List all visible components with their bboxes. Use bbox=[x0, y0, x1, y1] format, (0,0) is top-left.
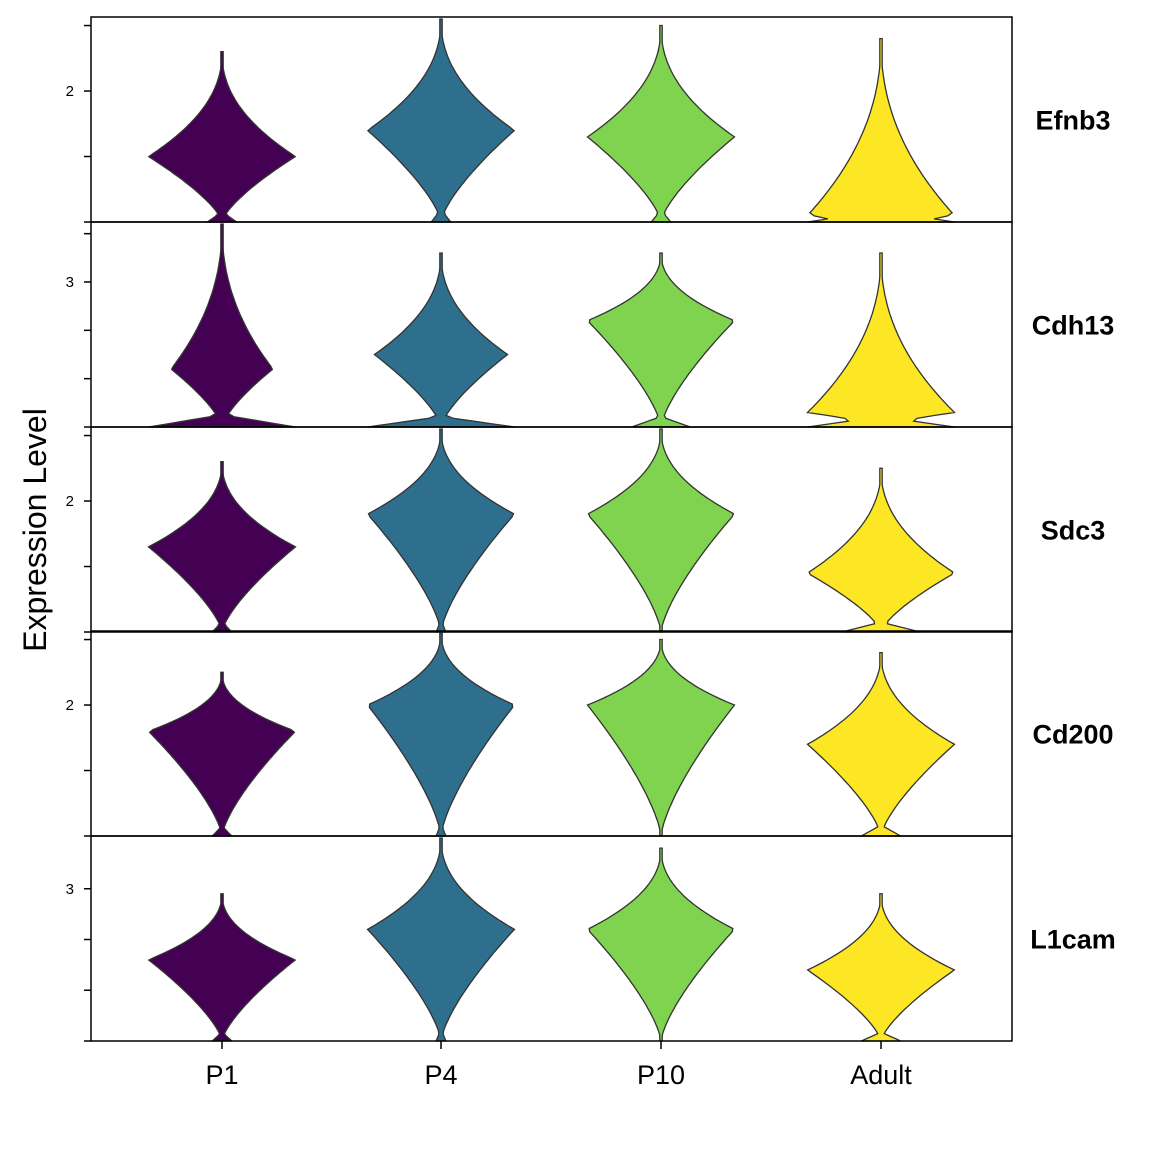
violin-cdh13-p4 bbox=[367, 252, 515, 428]
violin-sdc3-p10 bbox=[587, 428, 735, 633]
gene-label-cdh13: Cdh13 bbox=[1032, 311, 1115, 341]
violin-cdh13-p1 bbox=[148, 223, 296, 428]
violin-efnb3-p10 bbox=[586, 24, 736, 223]
violin-efnb3-p4 bbox=[366, 18, 516, 223]
violin-cd200-p1 bbox=[148, 671, 296, 837]
panel-sdc3: 2 Sdc3 bbox=[66, 426, 1106, 633]
panel-frame bbox=[90, 426, 1013, 633]
gene-label-cd200: Cd200 bbox=[1032, 720, 1113, 750]
gene-label-efnb3: Efnb3 bbox=[1035, 106, 1110, 136]
panel-l1cam: 3 L1cam bbox=[66, 835, 1116, 1042]
y-tick-label: 2 bbox=[66, 83, 74, 100]
panels-layer: 2 Efnb3 3 Cdh13 2 Sdc3 2 Cd200 3 L1cam bbox=[66, 16, 1116, 1042]
gene-label-l1cam: L1cam bbox=[1030, 925, 1116, 955]
violin-l1cam-p10 bbox=[588, 847, 734, 1042]
y-tick-label: 2 bbox=[66, 493, 74, 510]
panel-cd200: 2 Cd200 bbox=[66, 630, 1114, 837]
panel-cdh13: 3 Cdh13 bbox=[66, 221, 1115, 428]
violin-sdc3-adult bbox=[808, 467, 954, 633]
x-tick-label-p4: P4 bbox=[424, 1060, 457, 1090]
x-axis: P1 P4 P10 Adult bbox=[205, 1041, 912, 1090]
x-tick-label-adult: Adult bbox=[850, 1060, 912, 1090]
y-tick-label: 3 bbox=[66, 274, 74, 291]
violin-sdc3-p4 bbox=[367, 428, 515, 633]
y-tick-label: 3 bbox=[66, 881, 74, 898]
gene-label-sdc3: Sdc3 bbox=[1041, 516, 1106, 546]
violin-efnb3-p1 bbox=[147, 51, 297, 223]
x-tick-label-p10: P10 bbox=[637, 1060, 685, 1090]
violin-cdh13-adult bbox=[806, 252, 956, 428]
panel-frame bbox=[90, 835, 1013, 1042]
panel-efnb3: 2 Efnb3 bbox=[66, 16, 1111, 223]
violin-sdc3-p1 bbox=[147, 461, 297, 633]
violin-cd200-p10 bbox=[586, 638, 736, 837]
y-tick-label: 2 bbox=[66, 697, 74, 714]
violin-cdh13-p10 bbox=[588, 252, 734, 428]
violin-efnb3-adult bbox=[807, 37, 955, 223]
violin-cd200-p4 bbox=[368, 632, 514, 837]
x-tick-label-p1: P1 bbox=[205, 1060, 238, 1090]
violin-l1cam-p1 bbox=[147, 893, 297, 1042]
violin-l1cam-adult bbox=[806, 893, 956, 1042]
y-axis-title: Expression Level bbox=[17, 408, 53, 652]
violin-cd200-adult bbox=[806, 651, 956, 837]
violin-l1cam-p4 bbox=[366, 837, 516, 1042]
